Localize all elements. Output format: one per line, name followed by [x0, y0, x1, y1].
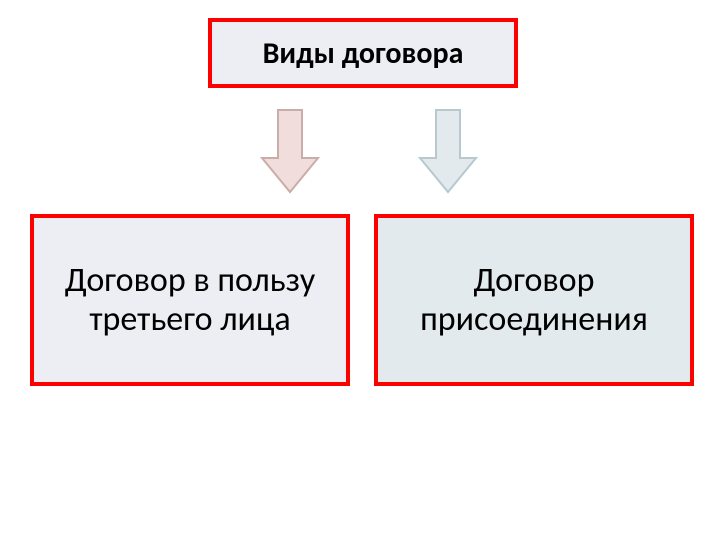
arrow-left-path	[262, 110, 318, 192]
leaf-box-right: Договор присоединения	[374, 214, 694, 386]
arrow-right-path	[420, 110, 476, 192]
arrow-down-icon	[418, 108, 478, 194]
leaf-right-text: Договор присоединения	[384, 261, 684, 339]
arrow-right	[418, 108, 478, 194]
title-text: Виды договора	[263, 35, 464, 72]
leaf-box-left: Договор в пользу третьего лица	[30, 214, 350, 386]
arrow-left	[260, 108, 320, 194]
arrow-down-icon	[260, 108, 320, 194]
title-box: Виды договора	[208, 18, 518, 88]
leaf-left-text: Договор в пользу третьего лица	[40, 261, 340, 339]
